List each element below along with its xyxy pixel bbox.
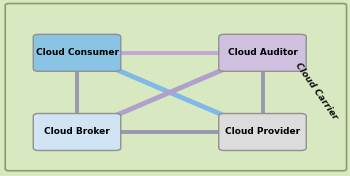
Text: Cloud Broker: Cloud Broker [44,127,110,137]
FancyBboxPatch shape [5,4,346,171]
Text: Cloud Carrier: Cloud Carrier [294,61,340,122]
FancyBboxPatch shape [33,114,121,150]
FancyBboxPatch shape [33,34,121,71]
Text: Cloud Consumer: Cloud Consumer [35,48,119,57]
Text: Cloud Provider: Cloud Provider [225,127,300,137]
FancyBboxPatch shape [219,34,306,71]
Text: Cloud Auditor: Cloud Auditor [228,48,298,57]
FancyBboxPatch shape [219,114,306,150]
